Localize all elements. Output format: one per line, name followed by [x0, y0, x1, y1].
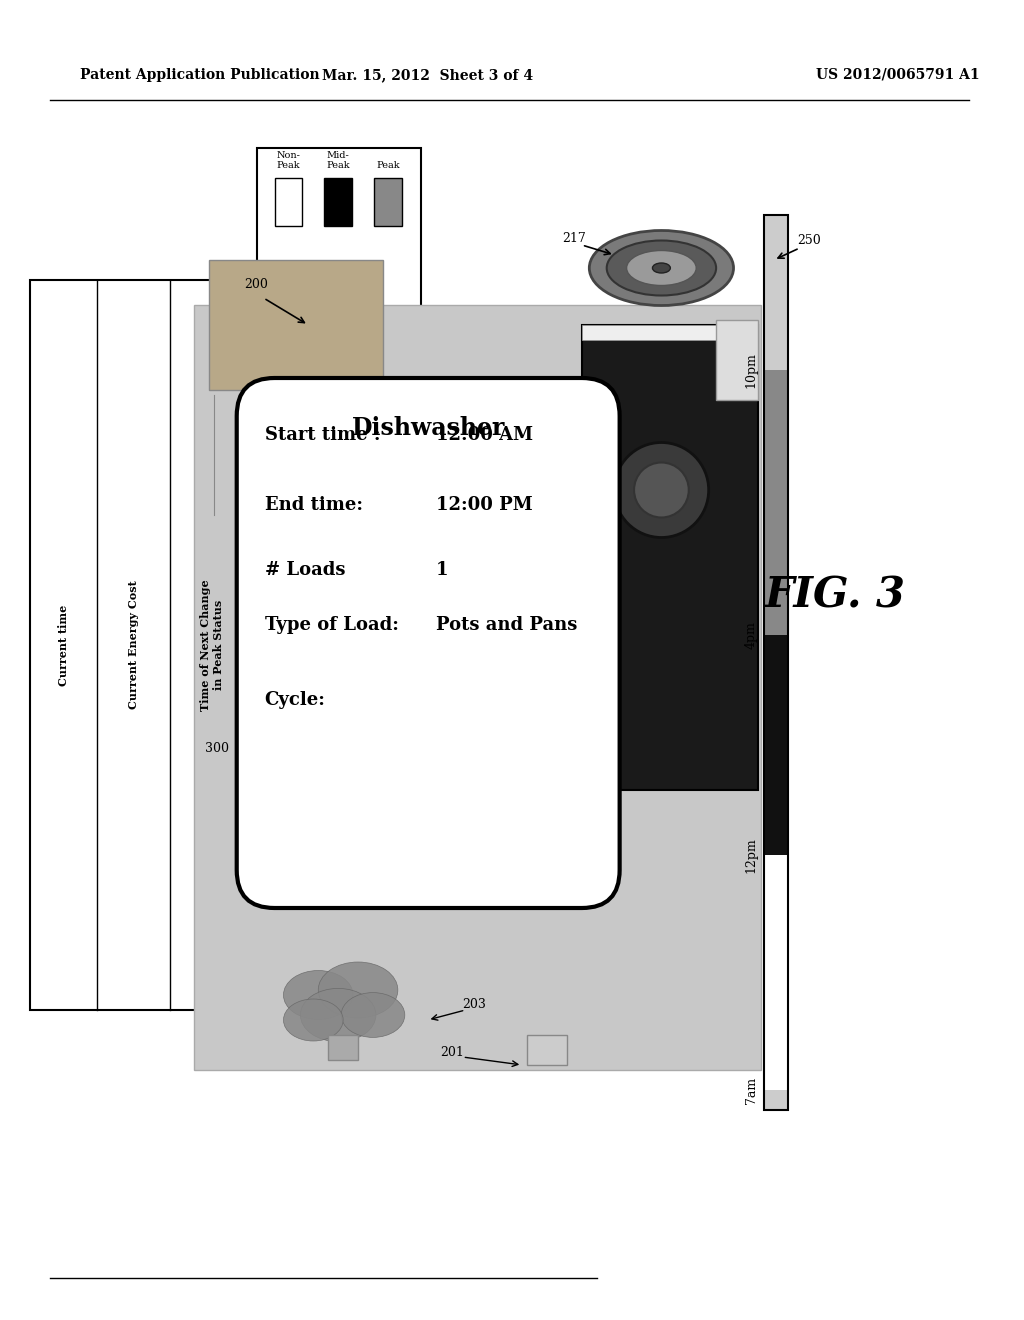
- Bar: [716, 319, 758, 400]
- Text: 200: 200: [245, 279, 268, 292]
- Text: Patent Application Publication: Patent Application Publication: [80, 69, 319, 82]
- Text: Start time :: Start time :: [264, 426, 380, 444]
- Text: 1: 1: [435, 561, 449, 579]
- Bar: [30, 280, 254, 1010]
- Text: # Loads: # Loads: [264, 561, 345, 579]
- Text: 250: 250: [797, 234, 820, 247]
- Text: FIG. 3: FIG. 3: [765, 574, 906, 616]
- Polygon shape: [194, 305, 761, 1071]
- Ellipse shape: [606, 240, 716, 296]
- Text: US 2012/0065791 A1: US 2012/0065791 A1: [815, 69, 979, 82]
- Bar: [527, 1035, 567, 1065]
- Ellipse shape: [284, 999, 343, 1041]
- Bar: [325, 178, 352, 226]
- Bar: [374, 178, 401, 226]
- Text: 12:00 AM: 12:00 AM: [435, 426, 532, 444]
- Ellipse shape: [300, 989, 376, 1041]
- Text: 217: 217: [562, 231, 586, 244]
- Text: Time of Next Change
in Peak Status: Time of Next Change in Peak Status: [200, 579, 224, 710]
- Bar: [764, 215, 787, 1110]
- Text: 201: 201: [440, 1045, 465, 1059]
- Text: End time:: End time:: [264, 496, 362, 513]
- Ellipse shape: [634, 462, 689, 517]
- Bar: [257, 148, 421, 313]
- Ellipse shape: [652, 263, 671, 273]
- Text: Current time: Current time: [58, 605, 70, 685]
- Text: Pots and Pans: Pots and Pans: [435, 616, 577, 634]
- Bar: [764, 855, 787, 1090]
- Text: 7am: 7am: [744, 1076, 758, 1104]
- Polygon shape: [582, 325, 758, 789]
- Text: Dishwasher: Dishwasher: [351, 416, 505, 440]
- Ellipse shape: [318, 962, 398, 1018]
- Text: 207: 207: [520, 393, 544, 407]
- Bar: [274, 178, 302, 226]
- Bar: [582, 325, 758, 341]
- Ellipse shape: [341, 993, 404, 1038]
- Ellipse shape: [614, 442, 709, 537]
- Text: 12pm: 12pm: [744, 837, 758, 873]
- Text: 12:00 PM: 12:00 PM: [435, 496, 532, 513]
- Text: 4pm: 4pm: [744, 622, 758, 649]
- Ellipse shape: [627, 251, 696, 285]
- Bar: [329, 1035, 358, 1060]
- Text: 300: 300: [205, 742, 228, 755]
- Text: 203: 203: [463, 998, 486, 1011]
- Text: Cycle:: Cycle:: [264, 690, 326, 709]
- Text: Mar. 15, 2012  Sheet 3 of 4: Mar. 15, 2012 Sheet 3 of 4: [323, 69, 534, 82]
- Ellipse shape: [284, 970, 353, 1019]
- Ellipse shape: [589, 231, 733, 305]
- Bar: [764, 215, 787, 1110]
- Bar: [764, 635, 787, 855]
- Bar: [209, 260, 383, 389]
- Bar: [764, 370, 787, 635]
- Text: Current Energy Cost: Current Energy Cost: [128, 581, 139, 709]
- Text: Non-
Peak: Non- Peak: [276, 150, 300, 170]
- Text: Mid-
Peak: Mid- Peak: [327, 150, 350, 170]
- FancyBboxPatch shape: [237, 378, 620, 908]
- Text: Peak: Peak: [376, 161, 399, 170]
- Text: 10pm: 10pm: [744, 352, 758, 388]
- Text: Type of Load:: Type of Load:: [264, 616, 398, 634]
